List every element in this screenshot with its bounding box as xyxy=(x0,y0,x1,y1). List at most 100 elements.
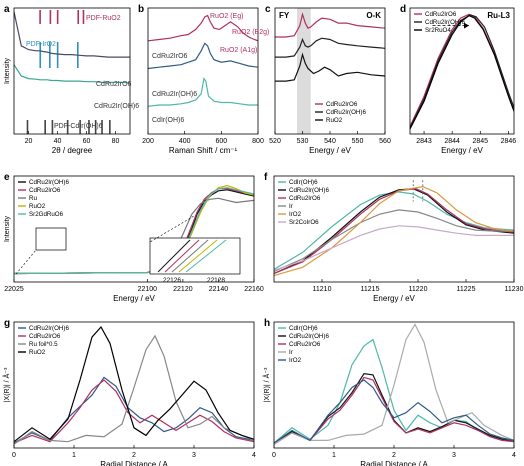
x-tick-label: 22120 xyxy=(173,286,193,293)
x-tick-label: 20 xyxy=(25,138,33,145)
series-line xyxy=(148,42,258,70)
legend-entry: CdRu2Ir(OH)6 xyxy=(326,109,366,116)
x-tick-label: 3 xyxy=(192,452,196,459)
plot-frame xyxy=(273,175,515,283)
panel-letter: c xyxy=(265,4,271,15)
series-label: CdRu2IrO6 xyxy=(96,81,132,88)
series-label: CdRu2Ir(OH)6 xyxy=(94,103,139,110)
series-line xyxy=(148,77,258,107)
series-label: CdIr(OH)6 xyxy=(152,117,184,124)
series-line xyxy=(274,379,514,444)
x-tick-label: 600 xyxy=(215,138,227,145)
inset-tick-label: 22126 xyxy=(163,277,181,284)
x-tick-label: 0 xyxy=(272,452,276,459)
series-label: RuO2 (Eg) xyxy=(210,13,243,20)
x-tick-label: 530 xyxy=(297,138,309,145)
x-tick-label: 11210 xyxy=(313,286,332,293)
legend-entry: CdRu2IrO6 xyxy=(289,195,321,202)
y-axis-label: Intensity xyxy=(4,215,11,242)
x-tick-label: 2844 xyxy=(444,138,460,145)
x-tick-label: 2 xyxy=(132,452,136,459)
series-line xyxy=(274,323,514,445)
series-label: CdRu2Ir(OH)6 xyxy=(152,91,197,98)
legend-entry: Sr2CoIrO6 xyxy=(289,219,319,226)
series-line xyxy=(274,376,514,445)
panel-letter: e xyxy=(4,172,10,183)
series-line xyxy=(275,52,385,82)
series-line xyxy=(14,64,130,84)
legend-entry: IrO2 xyxy=(289,357,302,364)
x-tick-label: 560 xyxy=(379,138,391,145)
series-line xyxy=(410,14,514,128)
panel-letter: d xyxy=(400,4,406,15)
panel-d: 2843 2844 2845 2846 d Energy / eV Ru-L3 CdRu2Ir… xyxy=(400,4,516,155)
x-tick-label: 2846 xyxy=(501,138,517,145)
x-axis-label: Raman Shift / cm⁻¹ xyxy=(169,146,238,155)
x-tick-label: 2845 xyxy=(472,138,488,145)
x-tick-label: 22100 xyxy=(138,286,158,293)
plot-frame xyxy=(13,7,131,135)
x-tick-label: 2 xyxy=(392,452,396,459)
series-line xyxy=(14,11,130,58)
series-line xyxy=(274,185,514,277)
x-axis-label: Radial Distance / A xyxy=(100,460,168,466)
x-tick-label: 550 xyxy=(352,138,364,145)
x-tick-label: 540 xyxy=(324,138,336,145)
legend-entry: CdRu2Ir(OH)6 xyxy=(425,19,465,26)
inset-tick-label: 22128 xyxy=(207,277,225,284)
legend-entry: CdRu2Ir(OH)6 xyxy=(289,187,329,194)
x-tick-label: 60 xyxy=(83,138,91,145)
legend-entry: CdRu2IrO6 xyxy=(425,11,457,18)
inset-line xyxy=(185,239,227,273)
x-tick-label: 22140 xyxy=(209,286,229,293)
legend-entry: CdIr(OH)6 xyxy=(289,325,318,332)
x-tick-label: 520 xyxy=(269,138,281,145)
series-line xyxy=(14,325,254,443)
x-axis-label: 2θ / degree xyxy=(52,146,93,155)
legend-entry: CdRu2Ir(OH)6 xyxy=(29,325,69,332)
legend-entry: CdRu2IrO6 xyxy=(289,341,321,348)
panel-letter: b xyxy=(138,4,144,15)
inset-line xyxy=(171,239,209,273)
series-line xyxy=(274,338,514,444)
y-axis-label: Intensity xyxy=(4,57,11,84)
x-tick-label: 0 xyxy=(12,452,16,459)
x-tick-label: 11215 xyxy=(361,286,380,293)
x-tick-label: 400 xyxy=(179,138,191,145)
inset-line xyxy=(157,239,191,273)
panel-letter: g xyxy=(4,318,10,329)
x-tick-label: 11220 xyxy=(409,286,428,293)
series-label: RuO2 (B2g) xyxy=(232,29,269,36)
x-tick-label: 22025 xyxy=(4,286,24,293)
legend-entry: CdRu2Ir(OH)6 xyxy=(289,333,329,340)
panel-letter: a xyxy=(4,4,10,15)
plot-frame xyxy=(409,7,515,135)
series-label: CdRu2IrO6 xyxy=(152,53,188,60)
x-tick-label: 200 xyxy=(142,138,154,145)
panel-letter: f xyxy=(264,172,268,183)
series-line xyxy=(14,379,254,444)
inset-line xyxy=(164,239,200,273)
legend-entry: CdRu2Ir(OH)6 xyxy=(29,179,69,186)
shaded-region xyxy=(297,8,311,134)
plot-frame xyxy=(13,175,255,283)
legend-entry: Ir xyxy=(289,203,293,210)
panel-f: 11210 11215 11220 11225 11230 f Energy / eV CdI… xyxy=(264,172,524,303)
panel-annotation: FY xyxy=(279,11,290,20)
x-tick-label: 40 xyxy=(54,138,62,145)
x-tick-label: 4 xyxy=(512,452,516,459)
x-tick-label: 11230 xyxy=(505,286,524,293)
x-axis-label: Energy / eV xyxy=(309,146,351,155)
series-line xyxy=(274,225,514,271)
legend-entry: CdRu2IrO6 xyxy=(29,187,61,194)
legend-entry: Ru xyxy=(29,195,37,202)
series-label: PDF-RuO2 xyxy=(86,15,121,22)
panel-e: 22025 22100 22120 22140 22160 e Energy / eV Int… xyxy=(4,172,264,303)
x-tick-label: 4 xyxy=(252,452,256,459)
legend-entry: RuO2 xyxy=(326,117,343,124)
shift-arrowhead xyxy=(464,22,470,29)
legend-entry: RuO2 xyxy=(29,203,46,210)
legend-entry: IrO2 xyxy=(289,211,302,218)
panel-title: Ru-L3 xyxy=(487,11,510,20)
legend-entry: Sr2RuO4 xyxy=(425,27,451,34)
